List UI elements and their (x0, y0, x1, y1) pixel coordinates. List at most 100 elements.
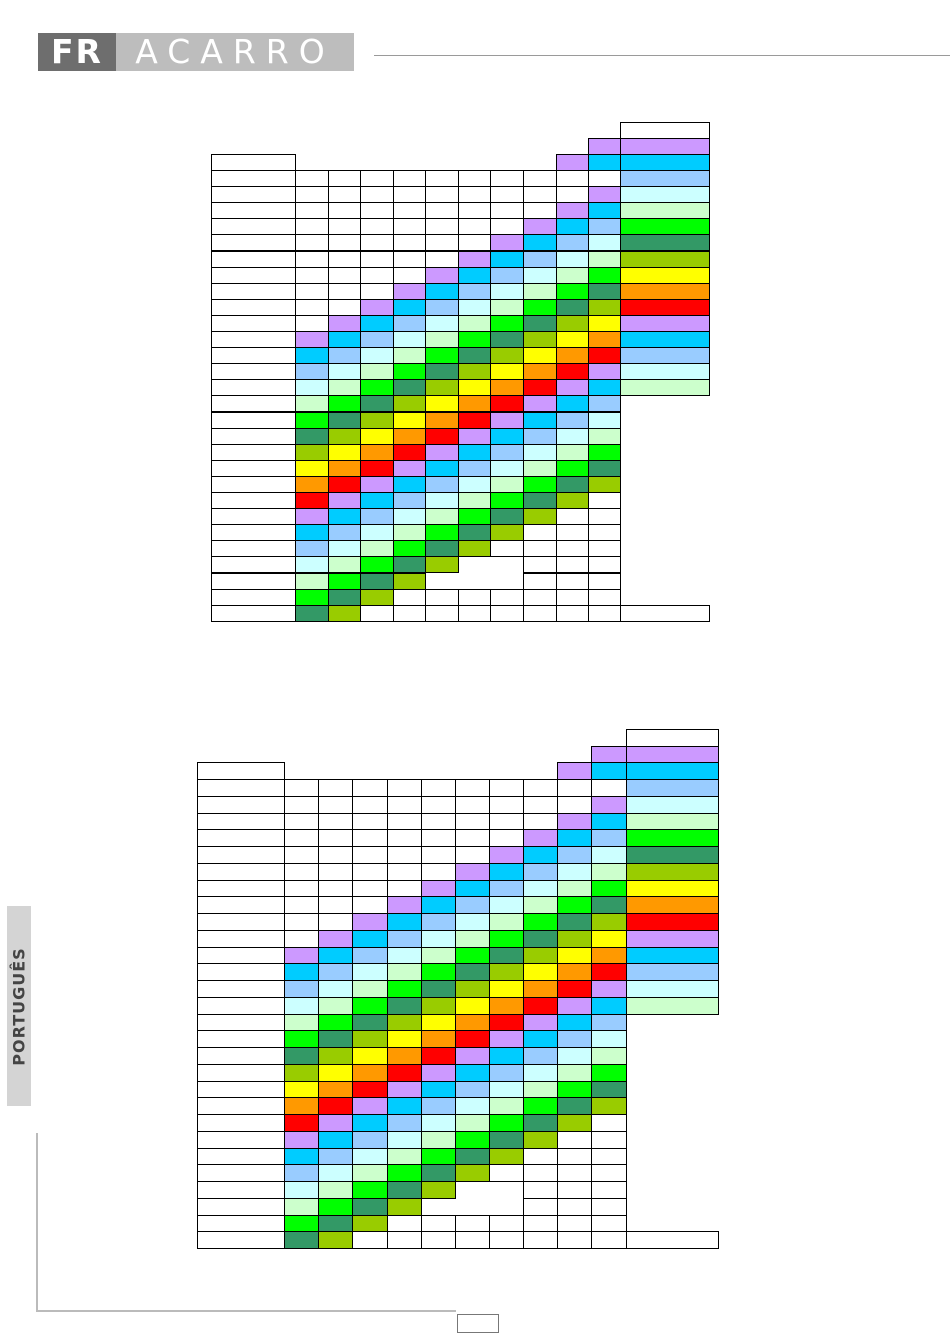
grid-cell (352, 1214, 388, 1233)
grid-cell (455, 1013, 490, 1032)
row-label-cell (197, 779, 285, 797)
row-label-cell (197, 896, 285, 914)
grid-cell (393, 347, 426, 365)
grid-cell (421, 846, 456, 864)
grid-cell (284, 913, 319, 931)
grid-cell (458, 427, 491, 445)
grid-cell (557, 1164, 592, 1182)
row-label-cell (197, 1080, 285, 1099)
grid-cell (591, 829, 627, 847)
grid-cell (425, 540, 459, 558)
grid-cell (458, 298, 491, 316)
grid-cell (489, 1214, 524, 1233)
grid-cell (490, 492, 524, 510)
grid-cell (284, 996, 319, 1015)
grid-cell (455, 946, 490, 965)
grid-cell (360, 508, 394, 526)
language-tab-label: PORTUGUÊS (9, 946, 29, 1066)
grid-cell (489, 946, 524, 965)
grid-cell (387, 829, 422, 847)
grid-cell (523, 572, 557, 590)
grid-cell (352, 996, 388, 1015)
grid-cell (523, 556, 557, 574)
grid-cell (455, 1214, 490, 1233)
grid-cell (387, 779, 422, 797)
grid-cell (393, 588, 426, 606)
grid-cell (556, 266, 589, 284)
grid-cell (425, 508, 459, 526)
grid-cell (328, 588, 361, 606)
grid-cell (588, 459, 621, 477)
grid-cell (556, 170, 589, 188)
grid-cell (328, 379, 361, 397)
grid-cell (318, 1097, 353, 1115)
grid-cell (458, 588, 491, 606)
grid-cell (318, 980, 353, 998)
right-column-cell (620, 604, 710, 622)
grid-cell (588, 331, 621, 349)
right-column-cell (620, 153, 710, 171)
grid-cell (393, 572, 426, 590)
grid-cell (360, 347, 394, 365)
grid-cell (455, 1231, 490, 1249)
grid-cell (556, 186, 589, 204)
grid-cell (523, 812, 558, 831)
grid-cell (489, 896, 524, 914)
grid-cell (318, 1030, 353, 1048)
logo-dark-part: FR (38, 33, 116, 71)
grid-cell (352, 779, 388, 797)
grid-cell (284, 896, 319, 914)
grid-cell (393, 298, 426, 316)
grid-cell (425, 411, 459, 429)
right-column-cell (626, 762, 719, 780)
row-label-cell (211, 282, 296, 300)
grid-cell (591, 1197, 627, 1216)
grid-cell (523, 186, 557, 204)
grid-cell (489, 1130, 524, 1149)
grid-cell (393, 266, 426, 284)
grid-cell (352, 1231, 388, 1249)
grid-cell (425, 282, 459, 300)
grid-cell (458, 202, 491, 220)
grid-cell (352, 913, 388, 931)
grid-cell (421, 996, 456, 1015)
grid-cell (588, 202, 621, 220)
row-label-cell (211, 363, 296, 381)
grid-cell (387, 1147, 422, 1166)
grid-cell (328, 282, 361, 300)
grid-cell (352, 1181, 388, 1199)
grid-cell (421, 913, 456, 931)
grid-cell (318, 1147, 353, 1166)
grid-cell (588, 411, 621, 429)
grid-cell (490, 588, 524, 606)
grid-cell (523, 913, 558, 931)
grid-cell (352, 1130, 388, 1149)
grid-cell (295, 508, 329, 526)
grid-cell (489, 929, 524, 948)
row-label-cell (211, 588, 296, 606)
grid-cell (490, 379, 524, 397)
row-label-cell (211, 331, 296, 349)
grid-cell (393, 186, 426, 204)
grid-cell (318, 1231, 353, 1249)
grid-cell (588, 314, 621, 332)
grid-cell (352, 929, 388, 948)
grid-cell (523, 795, 558, 814)
grid-cell (352, 1080, 388, 1099)
row-label-cell (211, 379, 296, 397)
grid-cell (352, 980, 388, 998)
grid-cell (421, 963, 456, 981)
grid-cell (421, 1047, 456, 1065)
grid-cell (523, 779, 558, 797)
grid-cell (489, 1231, 524, 1249)
logo-light-part: ACARRO (116, 33, 354, 71)
grid-cell (591, 963, 627, 981)
grid-cell (458, 266, 491, 284)
grid-cell (523, 363, 557, 381)
grid-cell (523, 234, 557, 252)
grid-cell (523, 427, 557, 445)
grid-cell (328, 524, 361, 542)
grid-cell (556, 604, 589, 622)
grid-cell (490, 459, 524, 477)
grid-cell (523, 604, 557, 622)
